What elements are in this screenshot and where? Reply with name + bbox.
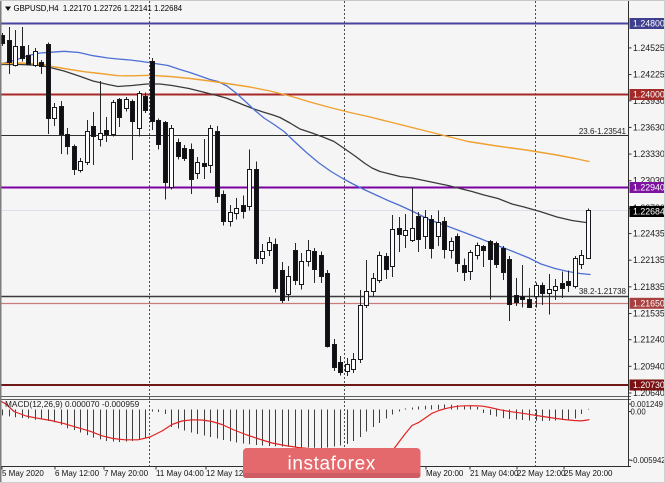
svg-text:23.6-1.23541: 23.6-1.23541 xyxy=(579,127,627,136)
svg-text:22 May 12:00: 22 May 12:00 xyxy=(517,469,566,478)
svg-text:1.24000: 1.24000 xyxy=(633,90,665,100)
svg-text:1.21650: 1.21650 xyxy=(633,299,665,309)
svg-text:5 May 2020: 5 May 2020 xyxy=(2,469,44,478)
svg-text:1.24800: 1.24800 xyxy=(633,19,665,29)
svg-text:25 May 20:00: 25 May 20:00 xyxy=(564,469,613,478)
svg-text:1.22435: 1.22435 xyxy=(633,229,665,239)
svg-text:7 May 20:00: 7 May 20:00 xyxy=(104,469,149,478)
svg-text:0.001249: 0.001249 xyxy=(631,400,664,409)
svg-text:1.20940: 1.20940 xyxy=(633,361,665,371)
svg-text:21 May 04:00: 21 May 04:00 xyxy=(470,469,519,478)
svg-text:6 May 12:00: 6 May 12:00 xyxy=(55,469,100,478)
svg-text:12 May 12:00: 12 May 12:00 xyxy=(206,469,255,478)
svg-text:1.22940: 1.22940 xyxy=(633,183,665,193)
svg-text:-0.005942: -0.005942 xyxy=(631,456,665,465)
svg-text:1.22135: 1.22135 xyxy=(633,255,665,265)
svg-text:1.23030: 1.23030 xyxy=(633,176,665,186)
svg-text:1.24225: 1.24225 xyxy=(633,70,665,80)
svg-text:38.2-1.21738: 38.2-1.21738 xyxy=(579,287,627,296)
svg-text:MACD(12,26,9) 0.000070 -0.0009: MACD(12,26,9) 0.000070 -0.000959 xyxy=(5,399,140,409)
svg-text:instaforex: instaforex xyxy=(288,454,376,475)
svg-text:GBPUSD,H4 1.22170 1.22726 1.2: GBPUSD,H4 1.22170 1.22726 1.22141 1.2268… xyxy=(14,4,183,13)
svg-text:1.23330: 1.23330 xyxy=(633,149,665,159)
svg-text:1.20640: 1.20640 xyxy=(633,388,665,398)
svg-text:1.23930: 1.23930 xyxy=(633,96,665,106)
svg-text:0.00: 0.00 xyxy=(631,408,647,417)
svg-text:1.21535: 1.21535 xyxy=(633,308,665,318)
svg-text:1.21835: 1.21835 xyxy=(633,282,665,292)
svg-text:May 20:00: May 20:00 xyxy=(426,469,464,478)
svg-text:1.23630: 1.23630 xyxy=(633,122,665,132)
svg-text:11 May 04:00: 11 May 04:00 xyxy=(156,469,204,478)
svg-text:1.21240: 1.21240 xyxy=(633,335,665,345)
svg-text:1.24525: 1.24525 xyxy=(633,43,665,53)
svg-text:1.20730: 1.20730 xyxy=(633,380,665,390)
svg-text:1.22684: 1.22684 xyxy=(633,207,665,217)
